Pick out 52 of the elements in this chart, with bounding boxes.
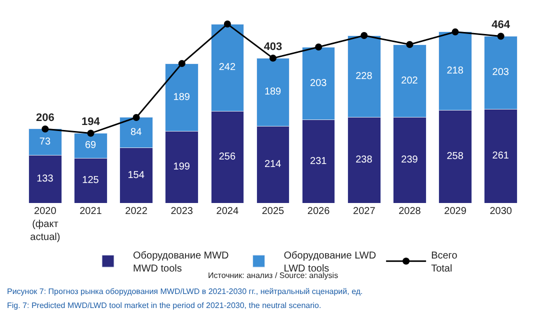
data-label: 84 [130, 127, 142, 138]
data-label: 256 [218, 152, 236, 162]
data-label: 203 [310, 78, 328, 90]
data-label: 464 [492, 19, 511, 32]
point [406, 41, 414, 48]
point [315, 44, 322, 51]
point [452, 28, 459, 36]
data-label: 239 [401, 154, 418, 166]
x-tick-label: 2029 [444, 206, 467, 217]
point [360, 32, 368, 40]
data-label: 189 [264, 86, 282, 98]
x-tick-label: 2027 [353, 206, 376, 217]
data-label: 231 [310, 156, 328, 167]
x-tick-label: 2022 [125, 206, 148, 217]
point [497, 32, 504, 40]
point [224, 20, 231, 28]
data-label: 154 [128, 170, 145, 181]
data-label: 403 [264, 41, 282, 54]
data-label: 261 [492, 150, 510, 162]
data-label: 242 [218, 62, 236, 74]
data-label: 203 [492, 67, 510, 78]
data-label: 218 [446, 66, 464, 77]
point [132, 114, 140, 121]
x-tick-label: 2024 [216, 206, 239, 217]
caption: Fig. 7: Predicted MWD/LWD tool market in the period of 2021-2030, the neutral scenario. [7, 301, 322, 310]
point [270, 54, 276, 62]
data-label: 228 [356, 71, 373, 82]
data-label: 133 [36, 174, 54, 185]
x-tick-label: 2030 [490, 206, 512, 217]
data-label: 194 [82, 116, 101, 128]
x-tick-label: 2021 [80, 206, 102, 217]
text: Источник: анализ / Source: analysis [208, 271, 338, 280]
point [42, 125, 49, 132]
point [87, 130, 94, 137]
data-label: 202 [401, 75, 418, 86]
legend-label: Всего Total [431, 250, 458, 274]
data-label: 258 [446, 151, 464, 162]
text: Рисунок 7: Прогноз рынка оборудования MWD/LWD в 2021-2030 гг., нейтральный сценарий, ед. [7, 287, 363, 296]
data-label: 73 [39, 136, 51, 148]
point [178, 60, 186, 68]
x-tick-label: 2023 [170, 206, 194, 217]
data-label: 206 [36, 112, 54, 124]
data-label: 125 [82, 175, 100, 186]
x-tick-label: 2028 [398, 206, 422, 217]
data-label: 238 [356, 154, 373, 166]
x-tick-label: 2025 [262, 206, 285, 217]
data-label: 199 [173, 162, 190, 173]
x-tick-label: 2020 (факт actual) [30, 206, 60, 243]
data-label: 69 [84, 140, 97, 152]
x-tick-label: 2026 [307, 206, 330, 217]
data-label: 214 [264, 159, 282, 170]
data-label: 189 [173, 92, 190, 104]
